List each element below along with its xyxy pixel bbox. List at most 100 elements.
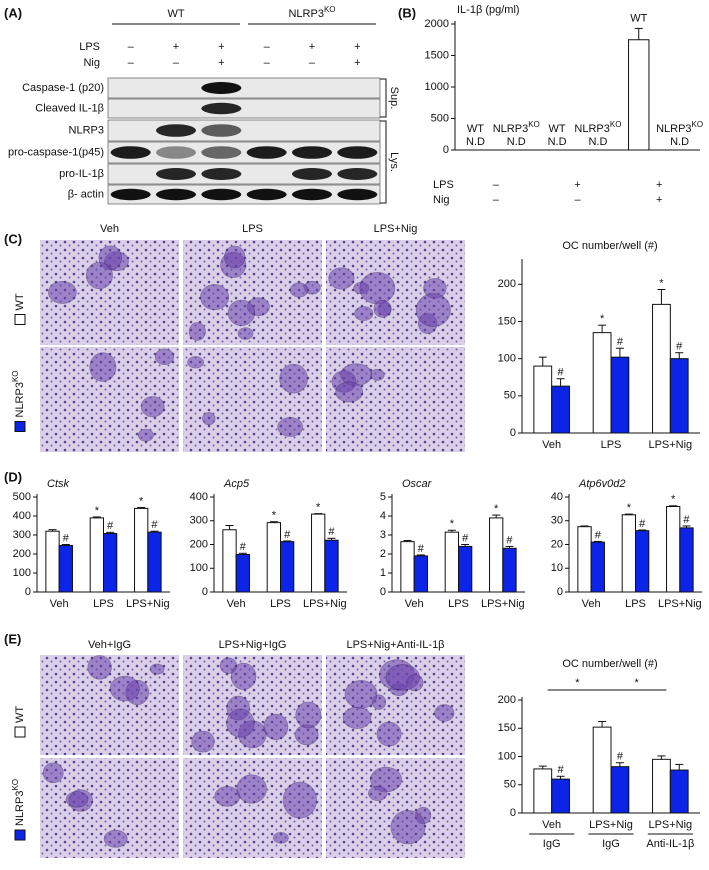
- significance-marker: #: [617, 751, 624, 763]
- osteoclast: [188, 322, 206, 341]
- treatment-label: Nig: [83, 57, 100, 69]
- legend-label: NLRP3KO: [11, 779, 26, 826]
- osteoclast: [137, 428, 154, 442]
- y-tick-label: 300: [190, 515, 208, 527]
- chart-title: Atp6v0d2: [578, 478, 625, 490]
- osteoclast: [224, 245, 246, 269]
- bar: [103, 532, 118, 593]
- x-tick-label: LPS: [270, 598, 291, 610]
- treatment-sign: +: [173, 41, 179, 53]
- blot-group-main: WT: [167, 8, 184, 20]
- blot-band: [201, 124, 242, 137]
- x-tick-label: LPS+Nig: [648, 439, 692, 451]
- blot-row-label: Caspase-1 (p20): [22, 82, 104, 94]
- osteoclast: [373, 299, 392, 318]
- blot-band: [291, 146, 332, 159]
- y-tick-label: 2000: [425, 18, 449, 30]
- osteoclast: [236, 774, 267, 804]
- x-tick-label: Veh: [582, 598, 601, 610]
- x-tick-label: LPS: [625, 598, 646, 610]
- bar: [551, 778, 570, 814]
- treatment-label: LPS: [79, 41, 100, 53]
- bar: [58, 544, 73, 593]
- legend-label: NLRP3KO: [11, 370, 26, 417]
- bar: [413, 555, 428, 593]
- y-axis-label: IL-1β (pg/ml): [457, 4, 520, 16]
- treatment-sign: –: [309, 57, 316, 69]
- blot-group: WT: [167, 8, 184, 20]
- blot-group: NLRP3KO: [288, 5, 335, 20]
- bar: [444, 531, 460, 593]
- blot-row-label: pro-caspase-1(p45): [8, 146, 104, 158]
- row-label: NLRP3KO: [11, 779, 26, 841]
- legend-swatch: [14, 421, 26, 432]
- significance-marker: #: [595, 529, 602, 541]
- osteoclast: [295, 701, 322, 729]
- significance-marker: *: [139, 495, 144, 507]
- osteoclast: [42, 762, 64, 784]
- x-tick-label: LPS+Nig: [126, 598, 170, 610]
- blot-band: [155, 168, 196, 180]
- treatment-sign: –: [493, 179, 500, 191]
- fraction-label: Sup.: [388, 87, 400, 110]
- micrograph-title: Veh+IgG: [88, 639, 131, 651]
- osteoclast: [390, 809, 426, 845]
- x-subcategory-label: IgG: [602, 838, 620, 850]
- bar-label-main: WT: [467, 123, 484, 135]
- fraction-bracket: [380, 78, 387, 118]
- osteoclast: [385, 664, 420, 691]
- micrograph-title: LPS+Nig+Anti-IL-1β: [346, 639, 444, 651]
- bar-label-sup: KO: [610, 120, 622, 129]
- significance-marker: *: [272, 510, 277, 522]
- blot-row-label: pro-IL-1β: [59, 168, 104, 180]
- bar-label-main: WT: [630, 12, 647, 24]
- osteoclast: [103, 829, 128, 848]
- value-label: N.D: [466, 136, 485, 148]
- y-tick-label: 30: [551, 515, 563, 527]
- x-tick-label: LPS+Nig: [648, 819, 692, 831]
- osteoclast: [368, 785, 388, 801]
- blot-group-sup: KO: [324, 5, 336, 14]
- osteoclast: [344, 680, 378, 709]
- significance-marker: #: [240, 541, 247, 553]
- osteoclast: [370, 368, 385, 381]
- x-subcategory-label: Anti-IL-1β: [646, 838, 694, 850]
- blot-group-main: NLRP3: [288, 8, 323, 20]
- blot-band: [201, 168, 242, 180]
- significance-marker: #: [418, 543, 425, 555]
- blot-band: [337, 168, 378, 180]
- panel-label: (C): [4, 231, 22, 246]
- value-label: N.D: [588, 136, 607, 148]
- y-tick-label: 1500: [425, 49, 449, 61]
- legend-swatch: [14, 314, 26, 325]
- significance-marker: *: [600, 313, 605, 325]
- y-tick-label: 150: [498, 722, 516, 734]
- bar: [502, 547, 517, 593]
- y-tick-label: 50: [504, 390, 516, 402]
- blot-band: [201, 146, 242, 159]
- osteoclast: [282, 781, 317, 819]
- significance-marker: #: [151, 519, 158, 531]
- y-tick-label: 0: [557, 586, 563, 598]
- treatment-sign: +: [656, 194, 662, 206]
- x-tick-label: Veh: [542, 439, 561, 451]
- osteoclast: [277, 417, 304, 437]
- x-tick-label: Veh: [405, 598, 424, 610]
- bar: [222, 529, 237, 593]
- blot-band: [201, 102, 242, 115]
- x-tick-label: Veh: [227, 598, 246, 610]
- blot-band: [291, 188, 332, 201]
- x-subcategory-label: IgG: [543, 838, 561, 850]
- significance-marker: #: [676, 341, 683, 353]
- y-tick-label: 500: [13, 491, 31, 503]
- significance-marker: *: [95, 505, 100, 517]
- significance-marker: *: [659, 277, 664, 289]
- significance-marker: #: [639, 518, 646, 530]
- significance-label: *: [635, 677, 640, 689]
- osteoclast: [354, 306, 374, 321]
- y-tick-label: 2: [380, 548, 386, 560]
- fraction-label: Lys.: [388, 152, 400, 172]
- bar: [324, 539, 339, 593]
- osteoclast: [214, 786, 241, 807]
- legend-label: WT: [14, 706, 26, 723]
